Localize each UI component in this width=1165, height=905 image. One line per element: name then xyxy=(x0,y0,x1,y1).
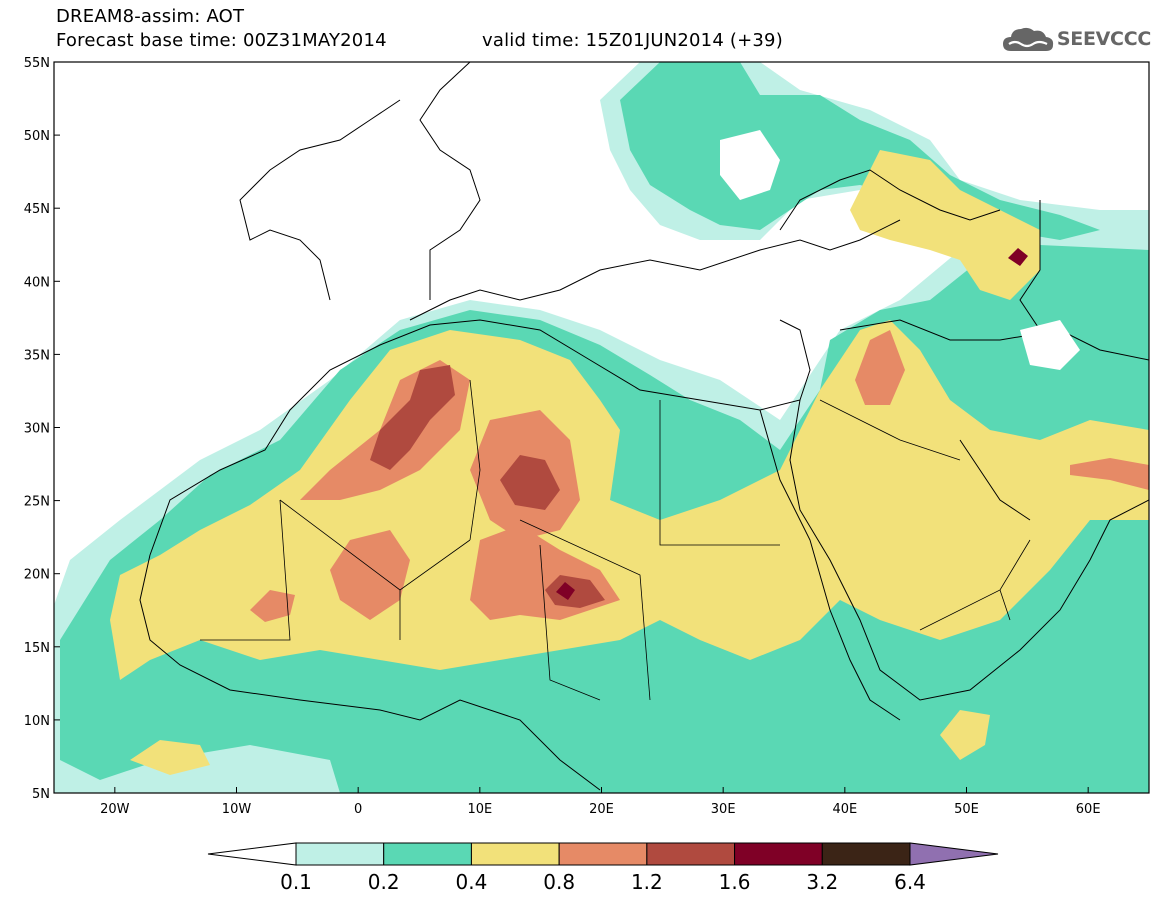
seevccc-logo: SEEVCCC xyxy=(1001,24,1151,54)
aot-level-1.6 xyxy=(556,248,1028,600)
lon-label: 0 xyxy=(354,802,362,817)
colorbar-level-label: 0.2 xyxy=(368,870,400,894)
white-patches xyxy=(720,130,1080,370)
lat-label: 40N xyxy=(24,275,50,290)
colorbar-swatch xyxy=(734,842,823,866)
lat-label: 30N xyxy=(24,422,50,437)
lat-label: 5N xyxy=(32,787,50,802)
lon-label: 10E xyxy=(467,802,492,817)
coastlines xyxy=(139,62,1149,791)
lat-label: 35N xyxy=(24,348,50,363)
lat-label: 50N xyxy=(24,129,50,144)
cloud-icon xyxy=(1002,27,1054,51)
colorbar-level-label: 0.8 xyxy=(543,870,575,894)
lon-label: 20W xyxy=(100,802,130,817)
colorbar-over-triangle xyxy=(909,842,999,866)
colorbar: 0.1 0.2 0.4 0.8 1.2 1.6 3.2 6.4 xyxy=(207,842,999,894)
lon-label: 50E xyxy=(954,802,979,817)
forecast-base-time: Forecast base time: 00Z31MAY2014 xyxy=(56,30,387,51)
lon-label: 40E xyxy=(832,802,857,817)
lon-label: 10W xyxy=(222,802,252,817)
colorbar-level-label: 6.4 xyxy=(894,870,926,894)
latitude-axis: 55N 50N 45N 40N 35N 30N 25N 20N 15N 10N 5N xyxy=(24,56,60,802)
colorbar-level-label: 1.6 xyxy=(719,870,751,894)
colorbar-under-triangle xyxy=(207,842,297,866)
aot-field xyxy=(54,62,1149,793)
colorbar-swatch xyxy=(821,842,911,866)
colorbar-swatch xyxy=(470,842,560,866)
lat-label: 20N xyxy=(24,568,50,583)
colorbar-level-label: 1.2 xyxy=(631,870,663,894)
valid-time: valid time: 15Z01JUN2014 (+39) xyxy=(482,30,783,51)
colorbar-swatch xyxy=(383,842,472,866)
colorbar-swatch xyxy=(646,842,736,866)
longitude-axis: 20W 10W 0 10E 20E 30E 40E 50E 60E xyxy=(100,787,1101,817)
colorbar-level-label: 3.2 xyxy=(806,870,838,894)
logo-text: SEEVCCC xyxy=(1056,28,1151,50)
map-title: DREAM8-assim: AOT xyxy=(56,6,245,27)
country-borders xyxy=(200,379,1031,701)
lon-label: 60E xyxy=(1076,802,1101,817)
lon-label: 30E xyxy=(711,802,736,817)
colorbar-swatch xyxy=(295,842,385,866)
colorbar-level-label: 0.1 xyxy=(280,870,312,894)
lat-label: 25N xyxy=(24,495,50,510)
lat-label: 45N xyxy=(24,202,50,217)
colorbar-level-label: 0.4 xyxy=(456,870,488,894)
lon-label: 20E xyxy=(589,802,614,817)
colorbar-swatch xyxy=(558,842,648,866)
lat-label: 10N xyxy=(24,714,50,729)
lat-label: 55N xyxy=(24,56,50,71)
lat-label: 15N xyxy=(24,641,50,656)
aot-level-1.2 xyxy=(370,365,605,608)
